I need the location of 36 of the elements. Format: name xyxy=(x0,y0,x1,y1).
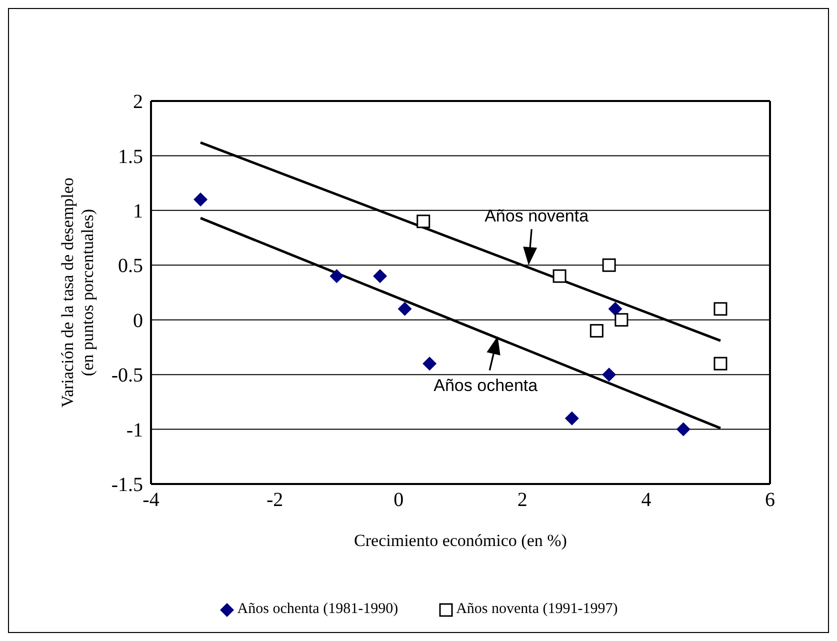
point xyxy=(614,313,628,327)
x-tick-label: 0 xyxy=(394,489,404,512)
point xyxy=(330,269,344,284)
point xyxy=(552,269,566,283)
x-tick-label: 2 xyxy=(517,489,528,512)
y-tick-label: 0.5 xyxy=(118,255,143,278)
point xyxy=(416,214,430,228)
point xyxy=(590,324,604,338)
x-axis-title: Crecimiento económico (en %) xyxy=(354,531,567,550)
y-tick-label: -1.5 xyxy=(111,474,143,496)
y-tick-label: 1 xyxy=(133,200,143,223)
y-tick-label: 0 xyxy=(133,310,143,332)
x-tick-label: -4 xyxy=(142,489,160,512)
y-tick-label: -0.5 xyxy=(111,364,143,387)
annotation: Años noventa xyxy=(484,206,590,226)
y-tick-label: 1.5 xyxy=(118,146,143,168)
annotation: Años ochenta xyxy=(434,376,538,395)
point xyxy=(714,356,728,370)
legend-label: Años noventa (1991-1997) xyxy=(456,601,618,618)
point xyxy=(422,356,437,371)
point xyxy=(602,368,616,382)
legend-label: Años ochenta (1981-1990) xyxy=(237,601,398,618)
point xyxy=(373,269,388,284)
x-tick-label: -2 xyxy=(266,489,284,512)
y-tick-label: -1 xyxy=(126,419,143,442)
point xyxy=(602,258,616,272)
point xyxy=(194,192,208,206)
y-tick-label: 2 xyxy=(133,91,143,114)
point xyxy=(676,422,690,436)
x-tick-label: 6 xyxy=(765,489,775,512)
x-tick-label: 4 xyxy=(641,489,652,512)
point xyxy=(398,302,412,316)
y-axis-title: Variación de la tasa de desempleo (en puntos porcentuales) xyxy=(58,178,97,408)
point xyxy=(564,411,579,426)
point xyxy=(714,302,728,316)
point xyxy=(608,302,622,316)
